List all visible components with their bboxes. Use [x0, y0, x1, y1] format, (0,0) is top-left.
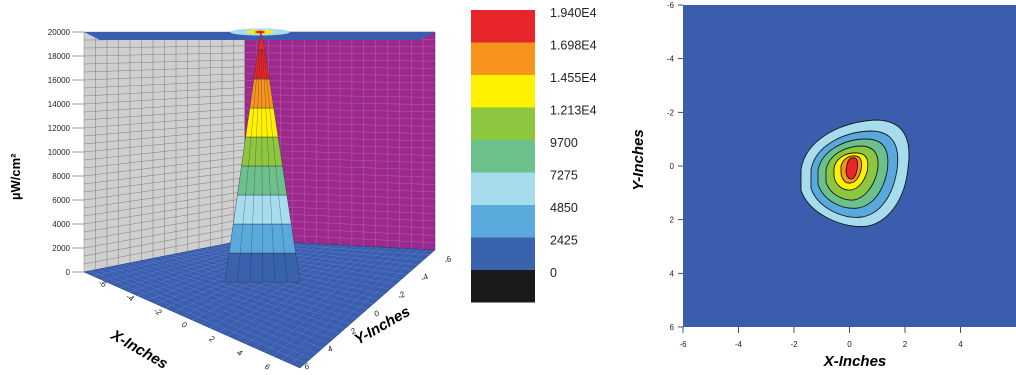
colorbar-label: 4850	[550, 201, 578, 215]
contour-x-tick-label: -6	[679, 340, 687, 349]
colorbar-label: 1.213E4	[550, 104, 597, 118]
y-tick-label: -6	[443, 254, 454, 266]
contour-y-tick-label: 0	[670, 162, 675, 171]
y-tick-label: 4	[326, 344, 335, 354]
contour-x-tick-label: -2	[790, 340, 798, 349]
z-axis-ticks: 0 2000 4000 6000 8000 10000 12000 14000 16000 180…	[48, 28, 84, 277]
left-wall-grid	[83, 32, 246, 270]
contour-y-tick-label: -2	[667, 108, 675, 117]
contour-y-tick-label: -4	[667, 55, 675, 64]
z-tick-label: 20000	[48, 28, 71, 37]
x-tick-label: 6	[263, 362, 272, 372]
y-tick-label: 6	[303, 361, 312, 371]
z-tick-label: 6000	[52, 196, 70, 205]
contour-y-axis-title: Y-Inches	[630, 129, 647, 190]
contour-y-tick-label: 2	[670, 216, 675, 225]
z-tick-label: 16000	[48, 76, 71, 85]
contour-x-axis-title: X-Inches	[823, 353, 887, 370]
colorbar-swatch	[471, 10, 535, 43]
colorbar-label: 7275	[550, 169, 578, 183]
contour-x-tick-label: 2	[903, 340, 908, 349]
top-hotspot-core	[255, 30, 265, 34]
y-tick-label: 2	[348, 326, 358, 337]
colorbar-swatch	[471, 270, 535, 303]
colorbar-label: 2425	[550, 234, 578, 248]
colorbar-label: 0	[550, 266, 557, 280]
z-tick-label: 14000	[48, 100, 71, 109]
contour-x-tick-label: -4	[735, 340, 743, 349]
x-axis-title: X-Inches	[107, 326, 171, 372]
contour-y-tick-label: 6	[670, 323, 675, 332]
x-tick-label: -2	[152, 306, 163, 318]
x-tick-label: 0	[180, 320, 189, 330]
y-tick-label: 0	[373, 308, 382, 318]
y-tick-label: -4	[419, 272, 430, 284]
surface-chart: 0 2000 4000 6000 8000 10000 12000 14000 16000 180…	[8, 28, 454, 373]
contour-y-tick-label: 4	[670, 269, 675, 278]
contour-x-tick-label: 4	[958, 340, 963, 349]
z-tick-label: 12000	[48, 124, 71, 133]
colorbar-swatch	[471, 140, 535, 173]
contour-x-ticks: -6 -4 -2 0 2 4	[679, 327, 963, 349]
contour-lines	[800, 119, 910, 228]
top-plane-back	[84, 32, 435, 40]
y-axis-ticks: -6 -4 -2 0 2 4 6	[303, 254, 454, 372]
colorbar-swatch	[471, 75, 535, 108]
z-tick-label: 2000	[52, 244, 70, 253]
spike-apex	[257, 31, 266, 51]
x-axis-ticks: -6 -4 -2 0 2 4 6	[97, 278, 272, 372]
colorbar-label: 9700	[550, 136, 578, 150]
colorbar-swatch	[471, 205, 535, 238]
colorbar-label: 1.455E4	[550, 71, 597, 85]
colorbar-swatch	[471, 42, 535, 75]
y-tick-label: -2	[396, 289, 407, 301]
z-axis-title: µW/cm²	[8, 153, 23, 200]
colorbar-swatch	[471, 107, 535, 140]
z-tick-label: 10000	[48, 148, 71, 157]
contour-x-tick-label: 0	[847, 340, 852, 349]
contour-chart: -6 -4 -2 0 2 4 -6 -4 -2 0 2 4 6 X-Inches Y-Inches	[630, 1, 1016, 370]
z-tick-label: 8000	[52, 172, 70, 181]
contour-level-7	[846, 157, 858, 179]
peak-spike	[224, 31, 301, 283]
x-tick-label: -6	[97, 278, 108, 290]
x-tick-label: 2	[207, 333, 217, 344]
x-tick-label: 4	[235, 348, 244, 358]
colorbar-label: 1.698E4	[550, 39, 597, 53]
colorbar: 1.940E4 1.698E4 1.455E4 1.213E4 9700 7275 4850…	[471, 6, 597, 303]
colorbar-swatch	[471, 237, 535, 270]
z-tick-label: 0	[66, 268, 71, 277]
z-tick-label: 18000	[48, 52, 71, 61]
contour-y-tick-label: -6	[667, 1, 675, 10]
contour-y-ticks: -6 -4 -2 0 2 4 6	[667, 1, 683, 332]
colorbar-swatch	[471, 172, 535, 205]
colorbar-label: 1.940E4	[550, 6, 597, 20]
z-tick-label: 4000	[52, 220, 70, 229]
x-tick-label: -4	[125, 292, 136, 304]
